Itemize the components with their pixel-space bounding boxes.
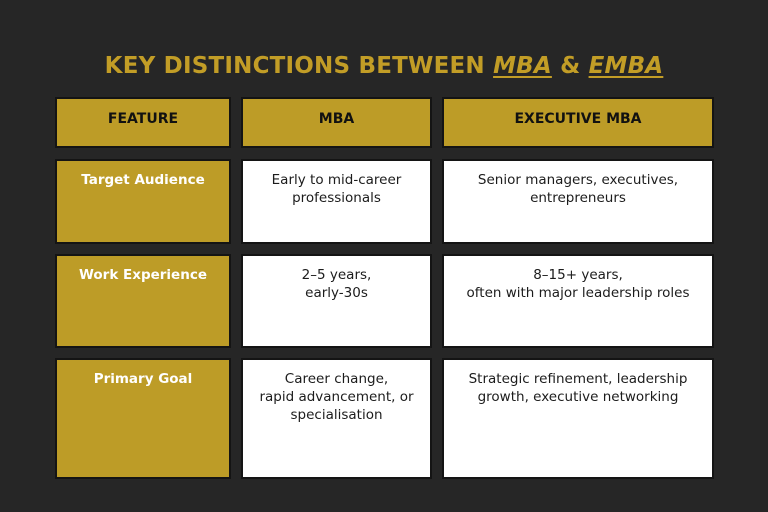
row-label-target-audience: Target Audience xyxy=(55,159,231,244)
cell-line: 2–5 years, xyxy=(301,267,372,283)
cell-line: Senior managers, executives, xyxy=(477,172,679,188)
row-label-work-experience: Work Experience xyxy=(55,254,231,348)
title-prefix: KEY DISTINCTIONS BETWEEN xyxy=(104,53,494,79)
cell-line: entrepreneurs xyxy=(530,190,626,206)
cell-work-experience-mba: 2–5 years, early-30s xyxy=(241,254,432,348)
title-ampersand: & xyxy=(551,53,589,79)
cell-line: early-30s xyxy=(305,285,368,301)
cell-line: Strategic refinement, leadership xyxy=(468,371,688,387)
page-title: KEY DISTINCTIONS BETWEEN MBA & EMBA xyxy=(0,50,768,82)
cell-line: specialisation xyxy=(290,407,383,423)
header-mba: MBA xyxy=(241,97,432,148)
cell-target-audience-mba: Early to mid-career professionals xyxy=(241,159,432,244)
cell-line: 8–15+ years, xyxy=(533,267,623,283)
cell-line: Early to mid-career xyxy=(271,172,402,188)
cell-primary-goal-mba: Career change, rapid advancement, or spe… xyxy=(241,358,432,479)
cell-line: rapid advancement, or xyxy=(259,389,414,405)
header-feature: FEATURE xyxy=(55,97,231,148)
title-emba: EMBA xyxy=(588,53,664,79)
cell-primary-goal-emba: Strategic refinement, leadership growth,… xyxy=(442,358,714,479)
header-executive-mba: EXECUTIVE MBA xyxy=(442,97,714,148)
cell-work-experience-emba: 8–15+ years, often with major leadership… xyxy=(442,254,714,348)
cell-line: often with major leadership roles xyxy=(466,285,690,301)
cell-line: growth, executive networking xyxy=(477,389,679,405)
row-label-primary-goal: Primary Goal xyxy=(55,358,231,479)
title-mba: MBA xyxy=(493,53,552,79)
cell-target-audience-emba: Senior managers, executives, entrepreneu… xyxy=(442,159,714,244)
cell-line: Career change, xyxy=(284,371,389,387)
cell-line: professionals xyxy=(292,190,381,206)
